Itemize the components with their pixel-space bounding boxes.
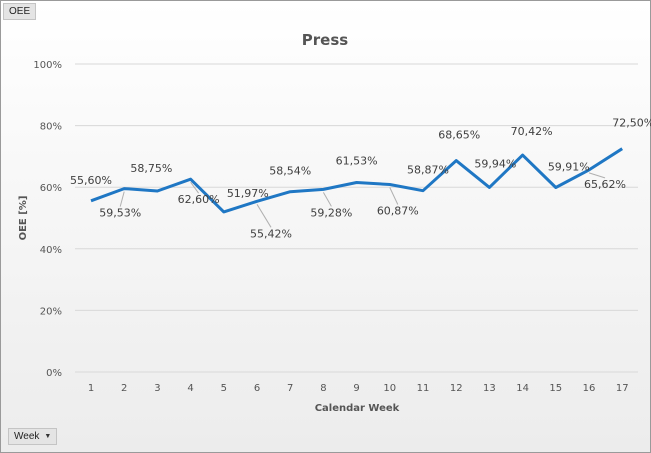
label-leader-lines: [119, 172, 606, 228]
week-filter-label: Week: [14, 431, 40, 442]
leader-line: [588, 172, 606, 179]
x-tick-label: 8: [320, 383, 326, 394]
data-labels: 55,60% 59,53% 58,75% 62,60% 51,97% 55,42% 58,5…: [70, 117, 651, 241]
data-label: 65,62%: [584, 178, 626, 191]
x-tick-label: 5: [221, 383, 227, 394]
data-label: 55,60%: [70, 174, 112, 187]
x-tick-label: 12: [450, 383, 463, 394]
data-label: 58,87%: [407, 164, 449, 177]
x-tick-label: 13: [483, 383, 496, 394]
x-axis-title: Calendar Week: [315, 403, 400, 414]
y-axis-title: OEE [%]: [18, 196, 29, 241]
chart-title: Press: [302, 31, 348, 49]
data-label: 55,42%: [250, 227, 292, 240]
data-label: 59,91%: [548, 160, 590, 173]
oee-tag: OEE: [3, 3, 37, 20]
x-tick-label: 16: [583, 383, 596, 394]
data-label: 72,50%: [612, 117, 651, 130]
x-tick-label: 11: [417, 383, 430, 394]
data-label: 58,75%: [130, 162, 172, 175]
data-label: 51,97%: [227, 187, 269, 200]
leader-line: [119, 191, 125, 207]
data-label: 70,42%: [511, 125, 553, 138]
x-tick-label: 9: [353, 383, 359, 394]
leader-line: [190, 181, 200, 194]
leader-line: [389, 187, 399, 205]
gridlines: [75, 63, 638, 373]
data-label: 61,53%: [336, 154, 378, 167]
data-label: 59,53%: [99, 207, 141, 220]
x-tick-label: 6: [254, 383, 260, 394]
y-tick-label: 60%: [40, 183, 62, 194]
y-axis-ticks: 0% 20% 40% 60% 80% 100%: [33, 60, 62, 379]
oee-series-line: [90, 147, 624, 214]
x-tick-label: 2: [121, 383, 127, 394]
week-filter-button[interactable]: Week ▼: [8, 428, 58, 445]
y-tick-label: 80%: [40, 122, 62, 133]
x-tick-label: 15: [549, 383, 562, 394]
x-tick-label: 1: [88, 383, 94, 394]
y-tick-label: 100%: [33, 60, 62, 71]
data-label: 62,60%: [178, 193, 220, 206]
y-tick-label: 0%: [46, 368, 62, 379]
x-tick-label: 14: [516, 383, 529, 394]
dropdown-caret-icon: ▼: [44, 433, 52, 440]
x-tick-label: 7: [287, 383, 293, 394]
data-label: 58,54%: [269, 165, 311, 178]
data-label: 59,28%: [310, 206, 352, 219]
leader-line: [256, 204, 272, 228]
y-tick-label: 20%: [40, 306, 62, 317]
x-tick-label: 10: [383, 383, 396, 394]
data-label: 59,94%: [474, 157, 516, 170]
data-label: 60,87%: [377, 205, 419, 218]
y-tick-label: 40%: [40, 245, 62, 256]
x-tick-label: 3: [154, 383, 160, 394]
leader-line: [322, 192, 332, 207]
x-tick-label: 17: [616, 383, 629, 394]
x-tick-label: 4: [187, 383, 193, 394]
data-label: 68,65%: [438, 129, 480, 142]
x-axis-ticks: 1 2 3 4 5 6 7 8 9 10 11 12 13 14 15 16 17: [88, 383, 629, 394]
